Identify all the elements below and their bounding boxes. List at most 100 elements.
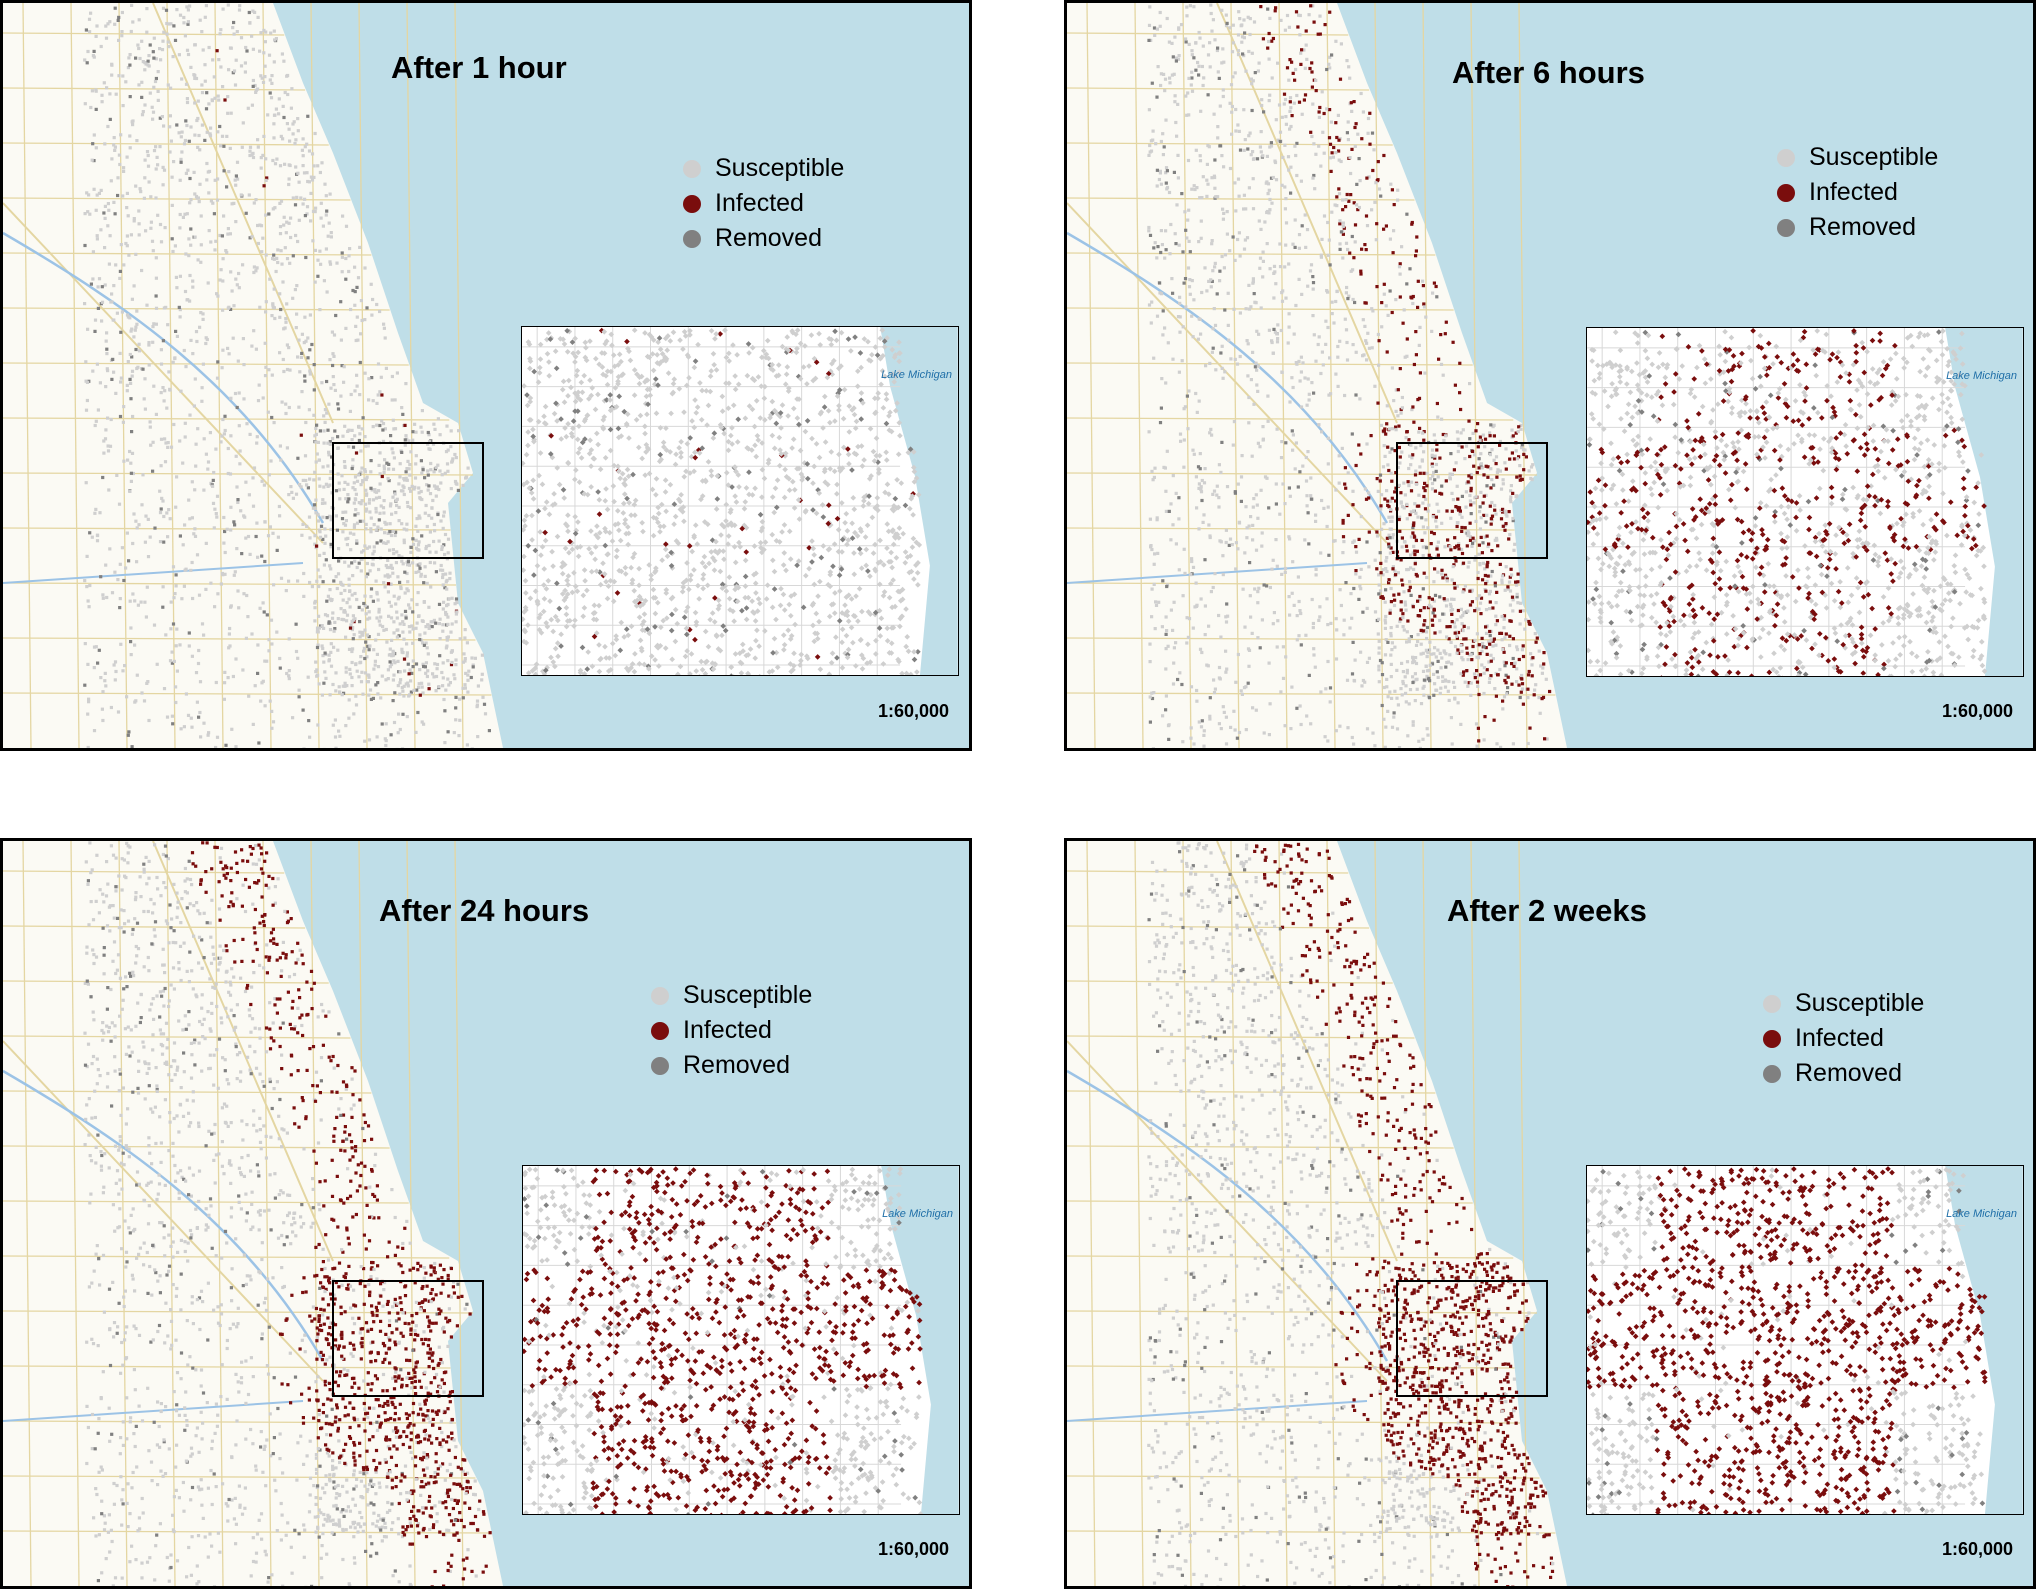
dot	[631, 598, 638, 605]
dot	[110, 591, 115, 595]
dot	[173, 38, 178, 42]
dot	[1152, 26, 1157, 30]
dot	[411, 438, 415, 442]
dot	[423, 511, 427, 515]
dot	[223, 428, 227, 433]
dot	[329, 386, 333, 390]
dot	[1334, 657, 1339, 661]
dot	[1515, 648, 1520, 652]
dot	[426, 473, 430, 477]
dot	[568, 384, 574, 391]
dot	[867, 425, 874, 432]
dot	[251, 476, 255, 480]
dot	[434, 494, 438, 498]
dot	[185, 5, 189, 9]
dot	[129, 653, 133, 657]
dot	[218, 233, 222, 238]
dot	[380, 419, 384, 423]
dot	[300, 148, 304, 152]
dot	[222, 697, 226, 701]
dot	[229, 434, 233, 438]
dot	[112, 143, 116, 147]
dot	[380, 474, 384, 479]
dot	[663, 590, 670, 596]
dot	[615, 434, 622, 441]
dot	[173, 356, 177, 361]
dot	[303, 374, 307, 378]
dot	[1167, 737, 1171, 741]
dot	[296, 355, 300, 359]
dot	[406, 589, 410, 593]
dot	[311, 506, 315, 510]
dot	[321, 537, 325, 541]
dot	[306, 486, 310, 490]
dot	[417, 486, 421, 490]
dot	[1187, 42, 1191, 46]
dot	[347, 445, 351, 449]
dot	[313, 542, 317, 546]
dot	[1383, 621, 1388, 625]
dot	[351, 288, 355, 293]
dot	[1398, 262, 1402, 266]
dot	[267, 53, 272, 57]
dot	[250, 632, 254, 636]
dot	[1205, 289, 1209, 293]
dot	[354, 492, 358, 496]
dot	[211, 501, 216, 505]
dot	[114, 391, 118, 395]
dot	[407, 694, 411, 698]
dot	[273, 316, 277, 321]
dot	[398, 475, 402, 479]
dot	[653, 491, 659, 498]
dot	[346, 482, 350, 486]
dot	[782, 466, 788, 473]
dot	[244, 211, 248, 215]
dot	[172, 24, 176, 28]
dot	[1311, 626, 1315, 630]
dot	[1228, 26, 1232, 30]
dot	[138, 56, 142, 61]
dot	[355, 384, 359, 388]
dot	[734, 598, 741, 605]
dot	[427, 626, 431, 630]
street-line	[1067, 362, 1473, 366]
dot	[137, 523, 141, 527]
dot	[354, 662, 358, 666]
dot	[1509, 489, 1513, 493]
dot	[277, 97, 281, 101]
dot	[1324, 342, 1328, 346]
dot	[1297, 246, 1301, 250]
dot	[341, 530, 345, 534]
dot	[144, 514, 148, 518]
dot	[1360, 137, 1364, 141]
dot	[357, 675, 361, 679]
dot	[260, 250, 264, 254]
dot	[141, 367, 145, 371]
dot	[109, 705, 113, 710]
dot	[405, 715, 409, 719]
dot	[185, 100, 190, 105]
dot	[153, 79, 158, 84]
dot	[302, 747, 306, 748]
dot	[405, 587, 409, 591]
dot	[1215, 48, 1219, 53]
dot	[1288, 400, 1292, 404]
dot	[376, 393, 380, 397]
dot	[171, 622, 176, 626]
dot	[1478, 652, 1482, 656]
dot	[1453, 685, 1457, 689]
dot	[853, 451, 860, 458]
dot	[1478, 562, 1482, 566]
dot	[151, 325, 155, 329]
dot	[458, 718, 462, 722]
dot	[408, 630, 412, 634]
dot	[523, 590, 529, 596]
dot	[318, 553, 322, 557]
dot	[1208, 717, 1212, 721]
dot	[389, 582, 393, 586]
dot	[237, 286, 241, 290]
dot	[312, 164, 316, 168]
dot	[105, 595, 109, 600]
dot	[1393, 449, 1397, 453]
dot	[130, 745, 134, 748]
